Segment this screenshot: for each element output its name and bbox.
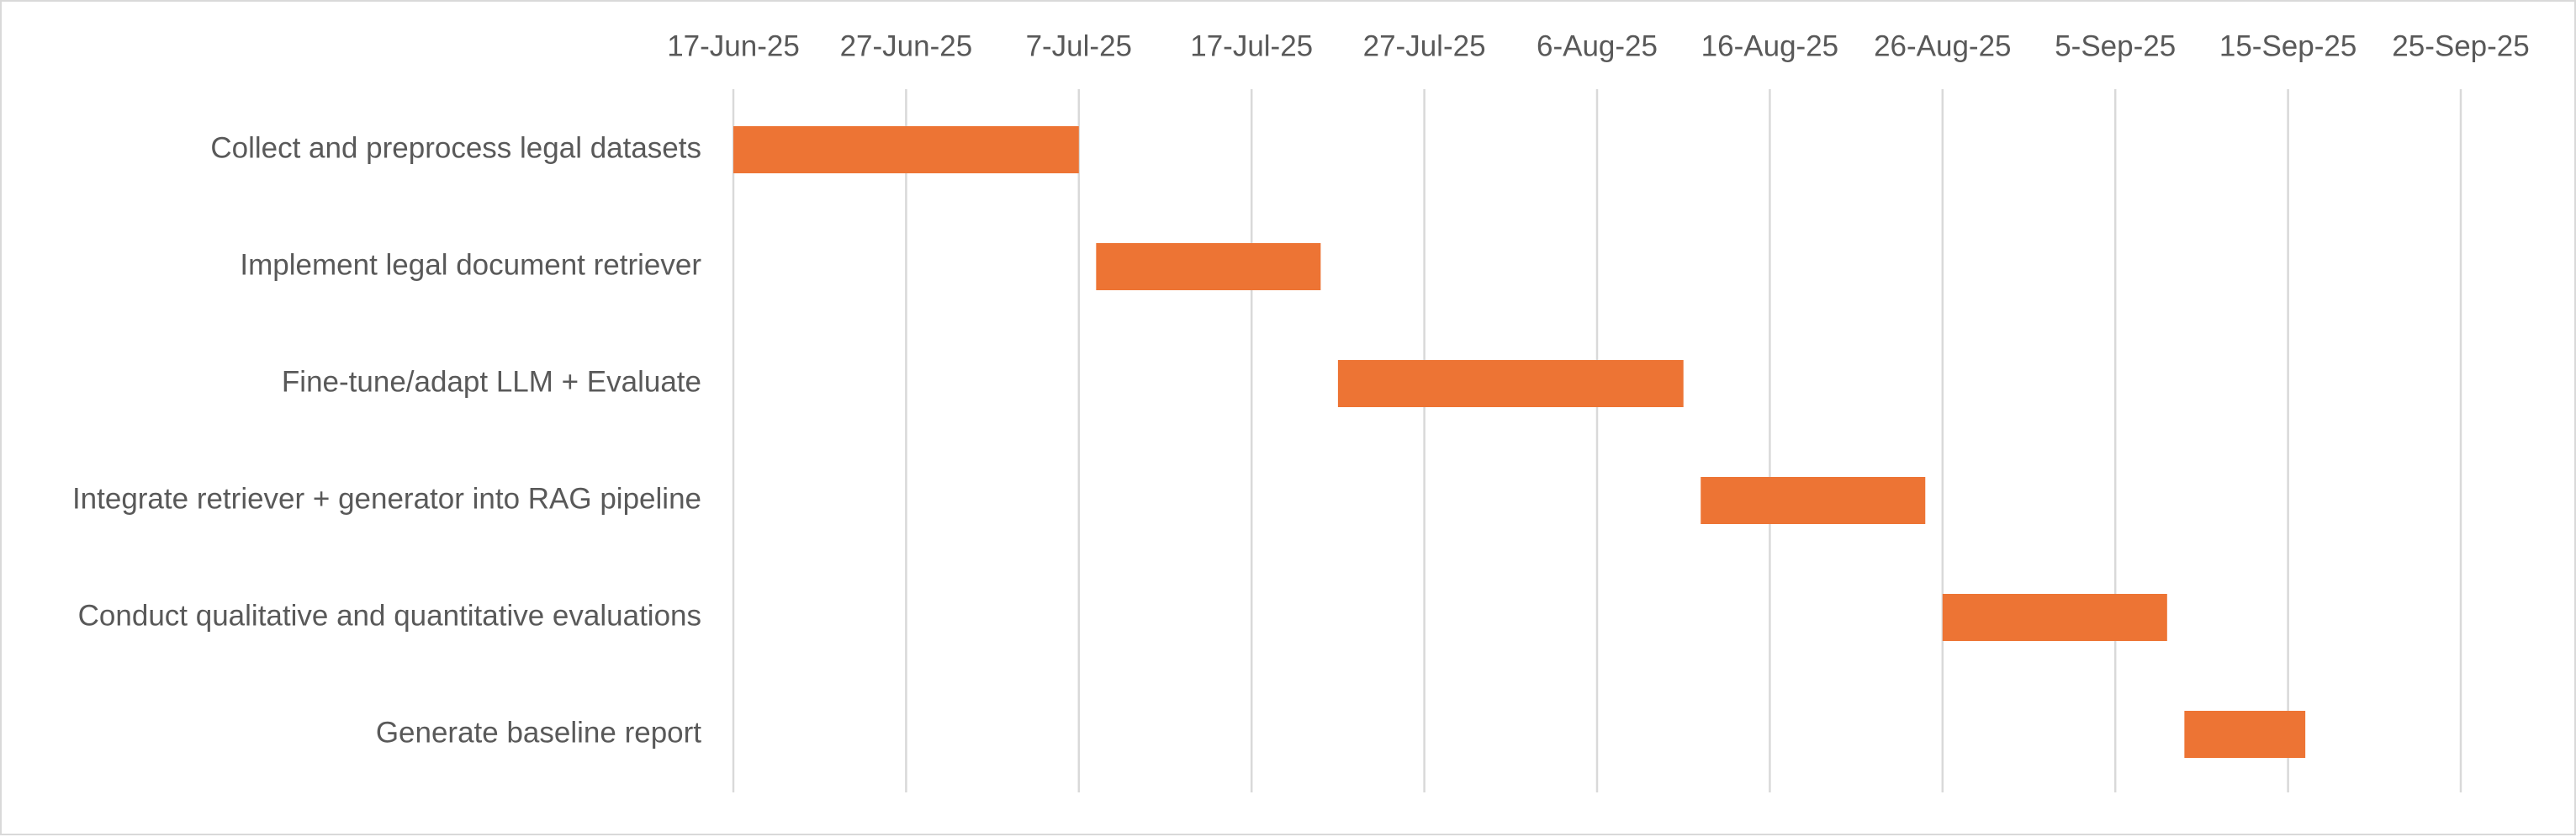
- task-labels: Collect and preprocess legal datasets Imp…: [72, 131, 701, 749]
- task-bar: [733, 126, 1079, 173]
- x-tick-label: 16-Aug-25: [1701, 29, 1838, 62]
- x-tick-label: 17-Jun-25: [667, 29, 800, 62]
- task-bar: [2184, 711, 2306, 758]
- task-bars: [733, 126, 2306, 758]
- task-label: Implement legal document retriever: [240, 248, 701, 281]
- task-label: Generate baseline report: [376, 716, 701, 749]
- x-tick-label: 15-Sep-25: [2219, 29, 2356, 62]
- task-label: Conduct qualitative and quantitative eva…: [78, 599, 701, 632]
- task-label: Collect and preprocess legal datasets: [210, 131, 701, 164]
- x-axis-ticks: 17-Jun-25 27-Jun-25 7-Jul-25 17-Jul-25 27-Ju…: [667, 29, 2530, 62]
- x-tick-label: 27-Jun-25: [840, 29, 973, 62]
- x-tick-label: 6-Aug-25: [1537, 29, 1658, 62]
- x-tick-label: 27-Jul-25: [1363, 29, 1486, 62]
- task-bar: [1942, 594, 2167, 641]
- x-tick-label: 5-Sep-25: [2055, 29, 2176, 62]
- task-label: Integrate retriever + generator into RAG…: [72, 482, 701, 515]
- x-tick-label: 26-Aug-25: [1874, 29, 2011, 62]
- task-bar: [1337, 360, 1684, 407]
- task-bar: [1096, 243, 1321, 290]
- gridlines: [732, 89, 2462, 792]
- x-tick-label: 17-Jul-25: [1190, 29, 1313, 62]
- task-bar: [1701, 477, 1926, 524]
- task-label: Fine-tune/adapt LLM + Evaluate: [282, 365, 701, 398]
- x-tick-label: 25-Sep-25: [2392, 29, 2529, 62]
- x-tick-label: 7-Jul-25: [1026, 29, 1132, 62]
